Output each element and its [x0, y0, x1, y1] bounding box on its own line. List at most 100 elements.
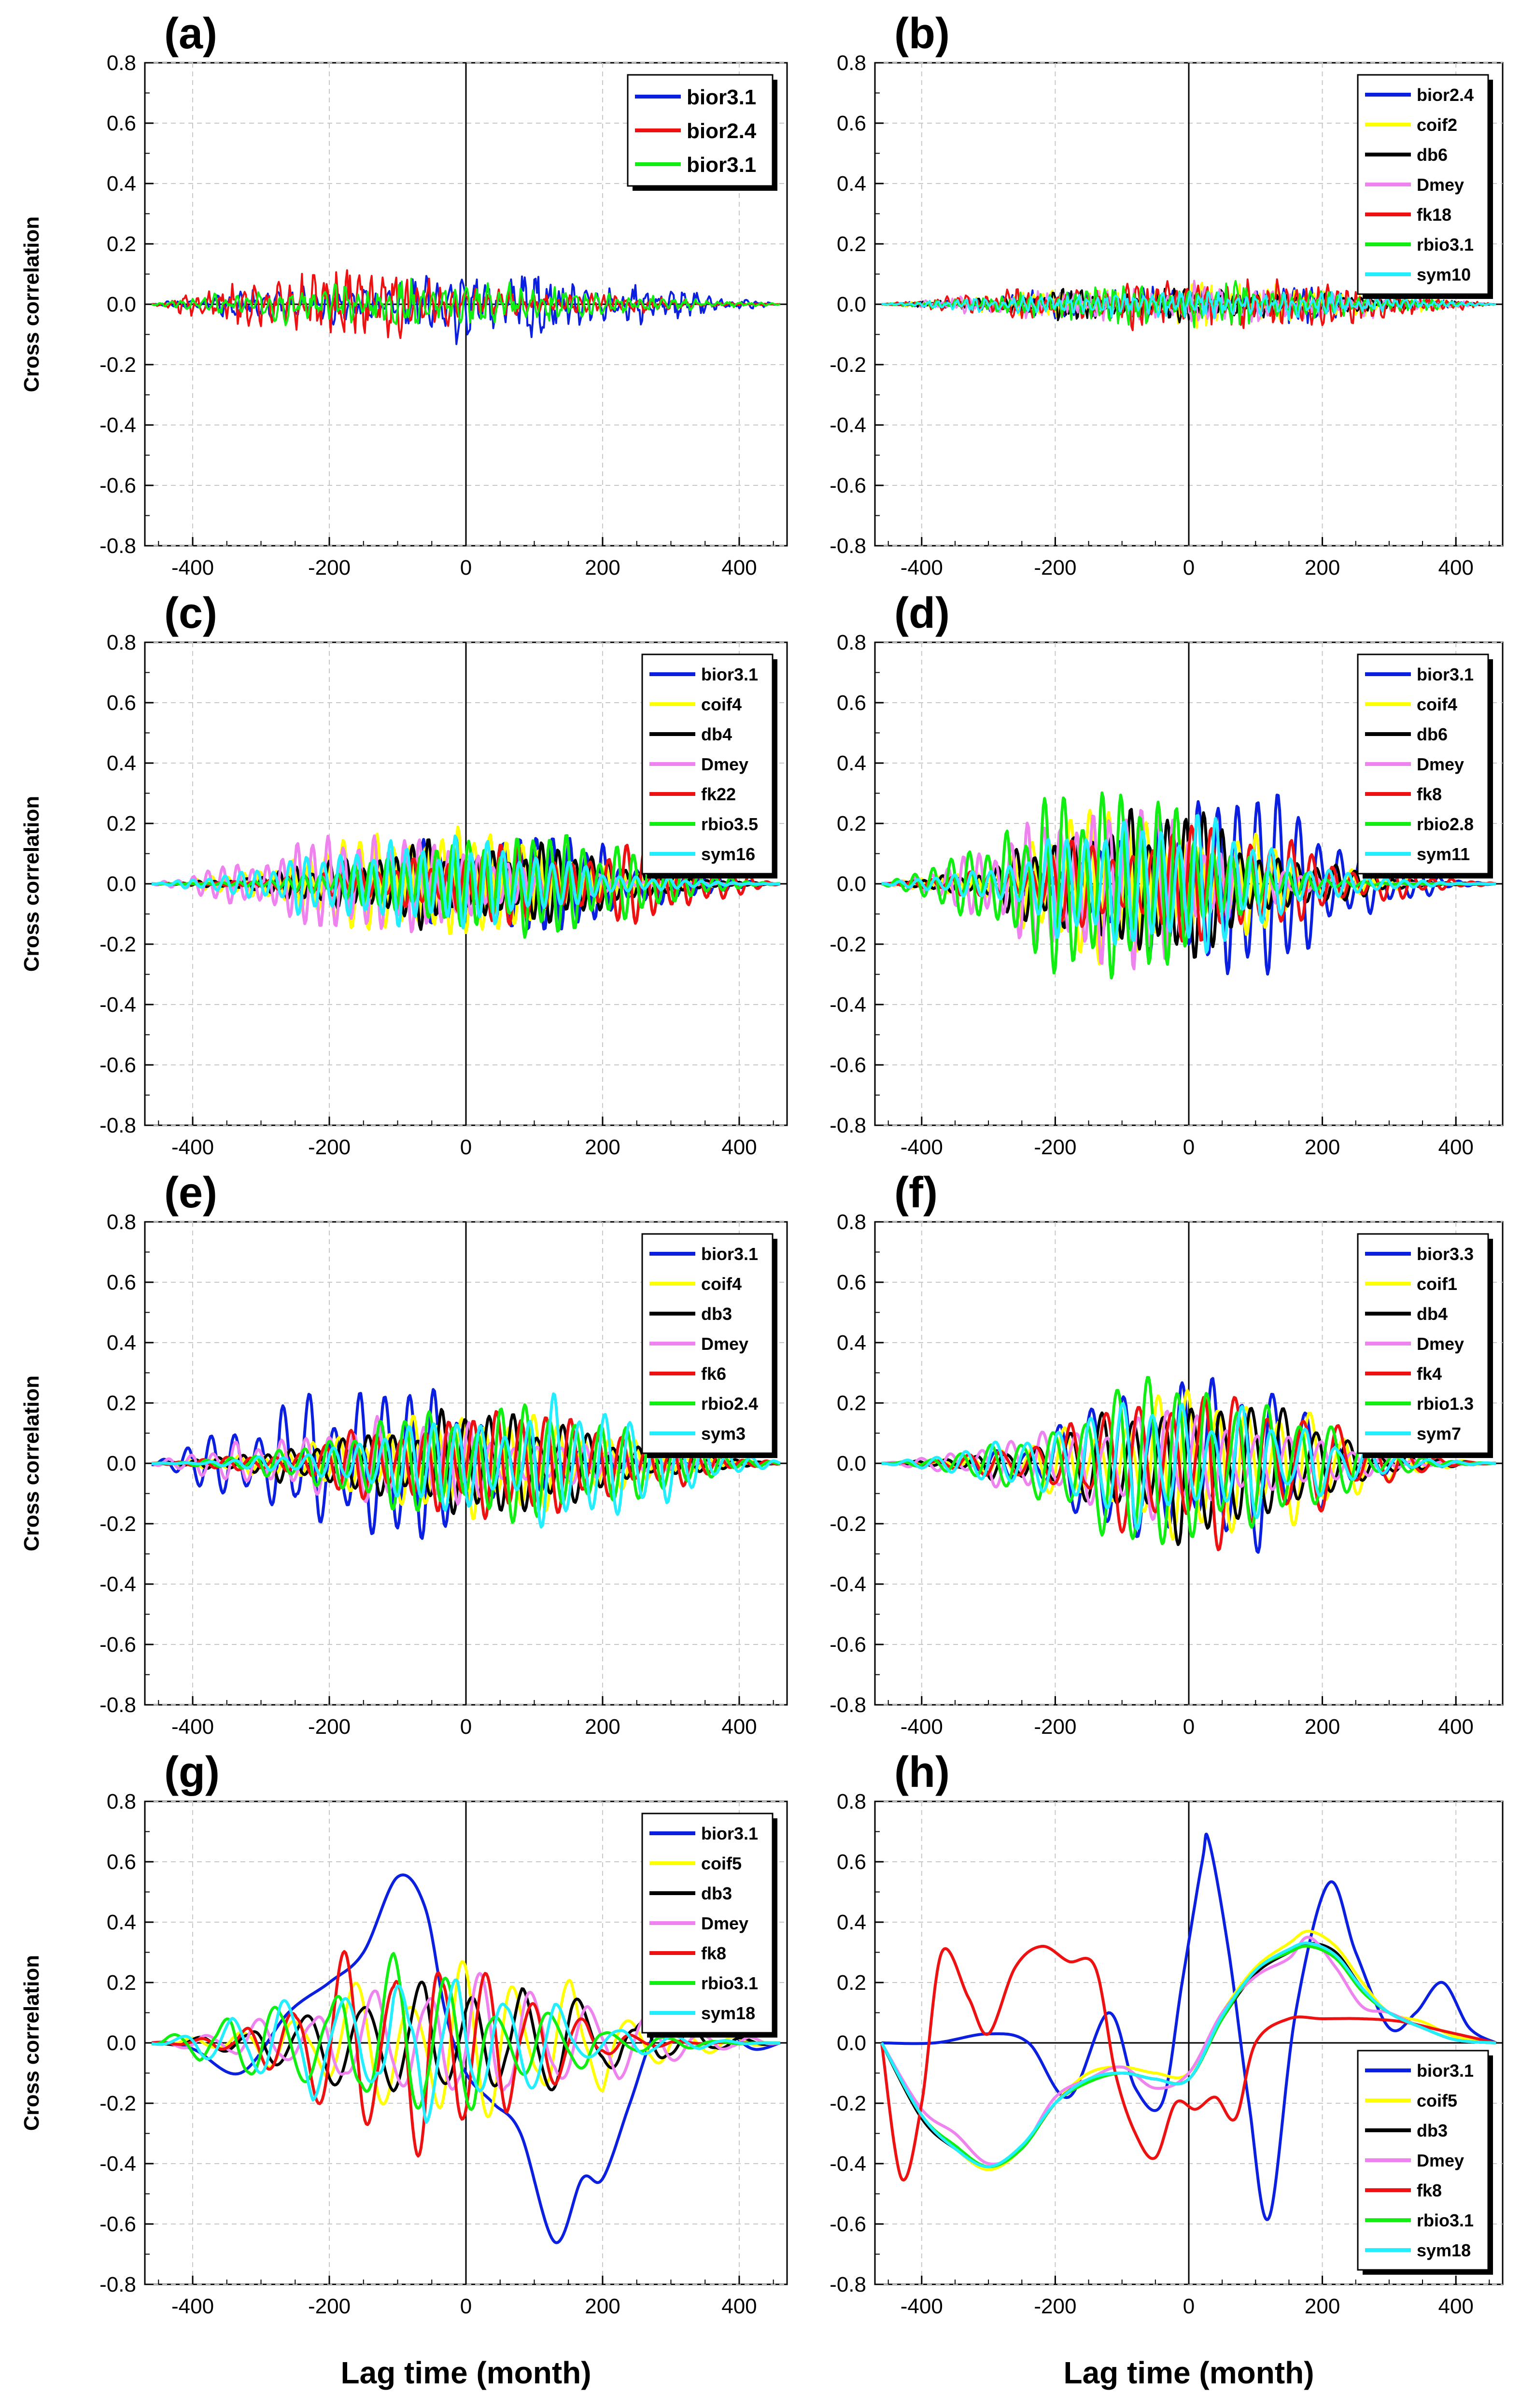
- y-tick-label: -0.8: [830, 1693, 866, 1717]
- panel-f: (f) 0.8 0.6 0.4 0.2 0.0 -0.2 -0.4 -0.6 -0.8 -400 -2…: [830, 1169, 1504, 1739]
- panel-label: (c): [164, 589, 217, 637]
- legend-label: fk6: [701, 1364, 726, 1384]
- x-tick-label: 0: [1183, 556, 1195, 580]
- legend-label: db4: [1417, 1304, 1448, 1324]
- y-tick-label: -0.6: [99, 2212, 136, 2236]
- x-tick-label: 0: [1183, 1135, 1195, 1159]
- series-group: [151, 269, 781, 345]
- series-line-sym10: [881, 290, 1496, 321]
- series-line-rbio3.5: [152, 834, 781, 939]
- x-tick-label: -200: [1034, 556, 1076, 580]
- y-tick-label: -0.6: [99, 474, 136, 497]
- y-tick-label: 0.4: [837, 751, 866, 775]
- legend-label: Dmey: [1417, 175, 1464, 195]
- series-line-Dmey: [881, 1410, 1496, 1521]
- legend-label: Dmey: [1417, 754, 1464, 774]
- x-tick-label: -400: [171, 1715, 214, 1739]
- y-tick-label: -0.8: [830, 1114, 866, 1137]
- y-tick-label: 0.4: [107, 1911, 136, 1934]
- x-tick-label: 200: [1305, 1715, 1340, 1739]
- y-tick-label: 0.2: [837, 1391, 866, 1415]
- y-tick-label: 0.6: [837, 1271, 866, 1294]
- x-tick-label: 400: [721, 1715, 757, 1739]
- legend-label: Dmey: [1417, 1334, 1464, 1354]
- y-axis-label: Cross correlation: [20, 1955, 43, 2131]
- series-line-rbio2.8: [881, 791, 1496, 979]
- legend-label: fk8: [1417, 2181, 1442, 2200]
- legend-label: coif5: [701, 1854, 742, 1873]
- series-line-fk8: [880, 1944, 1497, 2181]
- legend-label: sym18: [701, 2003, 755, 2023]
- x-tick-label: 0: [1183, 2295, 1195, 2318]
- y-tick-label: 0.4: [837, 172, 866, 196]
- y-tick-label: -0.2: [99, 933, 136, 956]
- x-tick-label: -200: [1034, 1715, 1076, 1739]
- legend-label: bior2.4: [687, 119, 757, 143]
- legend-label: db3: [1417, 2121, 1448, 2140]
- y-tick-label: -0.4: [99, 1572, 136, 1596]
- legend-label: db6: [1417, 145, 1448, 165]
- series-group: [881, 278, 1496, 331]
- y-tick-label: -0.8: [99, 534, 136, 558]
- y-tick-label: -0.4: [830, 2152, 866, 2176]
- y-tick-label: 0.4: [107, 751, 136, 775]
- legend-label: rbio3.1: [1417, 235, 1474, 255]
- series-line-sym7: [881, 1402, 1496, 1530]
- legend-box: [1357, 1233, 1489, 1454]
- series-line-db3: [151, 1408, 780, 1515]
- y-tick-label: -0.2: [830, 353, 866, 377]
- y-tick-label: -0.8: [830, 534, 866, 558]
- y-tick-label: -0.2: [99, 353, 136, 377]
- y-tick-label: 0.6: [837, 1850, 866, 1874]
- legend-label: bior3.1: [1417, 2061, 1474, 2081]
- y-tick-label: 0.8: [107, 631, 136, 654]
- series-line-bior3.1: [151, 277, 780, 326]
- legend-label: db6: [1417, 724, 1448, 744]
- y-tick-label: 0.6: [107, 691, 136, 715]
- panel-b: (b) 0.8 0.6 0.4 0.2 0.0 -0.2 -0.4 -0.6 -0.8 -400 -2…: [830, 10, 1504, 580]
- x-tick-label: 400: [1438, 1715, 1473, 1739]
- legend-label: coif2: [1417, 115, 1457, 135]
- x-tick-label: 200: [1305, 556, 1340, 580]
- legend-label: bior3.1: [687, 85, 756, 109]
- series-line-sym16: [151, 835, 781, 930]
- legend-label: fk18: [1417, 205, 1451, 225]
- legend-label: rbio2.4: [701, 1394, 758, 1414]
- series-group: [881, 1376, 1496, 1554]
- series-line-bior3.1: [881, 1832, 1497, 2221]
- legend: bior3.3 coif1 db4 Dmey fk4 rbio1.3 sym7: [1357, 1233, 1493, 1458]
- legend: bior3.1 coif4 db3 Dmey fk6 rbio2.4 sym3: [641, 1233, 777, 1458]
- y-tick-label: 0.2: [107, 1971, 136, 1995]
- series-line-sym18: [880, 1941, 1496, 2168]
- y-tick-label: 0.8: [837, 1790, 866, 1813]
- y-tick-label: 0.6: [837, 112, 866, 135]
- y-tick-label: 0.2: [107, 232, 136, 256]
- legend-label: bior3.1: [1417, 665, 1474, 684]
- y-tick-label: 0.0: [107, 872, 136, 896]
- y-tick-label: 0.4: [107, 1331, 136, 1355]
- panel-g: (g) 0.8 0.6 0.4 0.2 0.0 -0.2 -0.4 -0.6 -0.8 -400 -2…: [20, 1748, 788, 2318]
- legend-label: fk22: [701, 784, 736, 804]
- x-tick-label: -200: [308, 2295, 351, 2318]
- legend-label: bior2.4: [1417, 85, 1474, 105]
- legend-label: sym18: [1417, 2240, 1471, 2260]
- y-tick-label: -0.8: [99, 1693, 136, 1717]
- panel-label: (f): [894, 1169, 938, 1217]
- x-tick-label: 400: [721, 1135, 757, 1159]
- y-tick-label: -0.6: [830, 1053, 866, 1077]
- y-tick-label: -0.6: [830, 474, 866, 497]
- x-tick-label: 0: [1183, 1715, 1195, 1739]
- legend-label: sym7: [1417, 1424, 1461, 1444]
- x-tick-label: -400: [901, 1715, 943, 1739]
- legend-label: Dmey: [1417, 2151, 1464, 2170]
- y-tick-label: 0.2: [837, 232, 866, 256]
- panel-c: (c) 0.8 0.6 0.4 0.2 0.0 -0.2 -0.4 -0.6 -0.8 -400 -2…: [20, 589, 788, 1159]
- y-tick-label: 0.6: [837, 691, 866, 715]
- legend-label: bior3.3: [1417, 1244, 1474, 1264]
- y-tick-label: -0.4: [99, 993, 136, 1017]
- y-tick-label: 0.0: [837, 293, 866, 316]
- y-tick-label: -0.2: [99, 1512, 136, 1536]
- x-axis-label-left: Lag time (month): [340, 2355, 591, 2390]
- legend-label: sym3: [701, 1424, 746, 1444]
